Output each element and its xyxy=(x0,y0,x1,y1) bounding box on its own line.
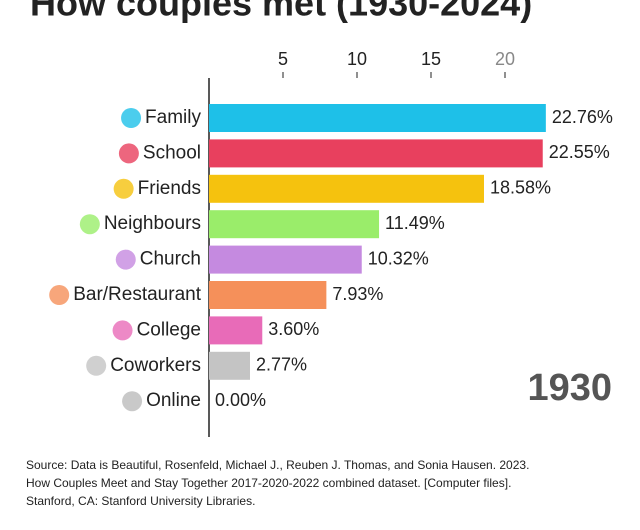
bar xyxy=(209,104,546,132)
category-label: Family xyxy=(145,107,201,128)
bar xyxy=(209,316,263,345)
category-label: Friends xyxy=(138,178,201,199)
category-icon xyxy=(113,178,134,199)
x-tick-label: 10 xyxy=(347,49,367,69)
bar xyxy=(209,139,543,168)
category-label: Coworkers xyxy=(110,355,201,376)
category-icon xyxy=(49,285,70,305)
source-text: How Couples Meet and Stay Together 2017-… xyxy=(26,476,511,490)
x-tick-label: 5 xyxy=(278,49,288,69)
category-label: Neighbours xyxy=(104,213,201,234)
value-label: 2.77% xyxy=(256,355,307,375)
category-icon xyxy=(121,108,142,128)
x-tick-label: 20 xyxy=(495,49,515,69)
bar xyxy=(209,245,362,274)
category-label: Online xyxy=(146,390,201,411)
category-icon xyxy=(86,355,107,376)
value-label: 3.60% xyxy=(268,319,319,339)
bar xyxy=(209,351,250,380)
category-icon xyxy=(115,249,136,270)
category-icon xyxy=(122,391,143,412)
category-icon xyxy=(112,320,133,341)
value-label: 11.49% xyxy=(385,213,445,233)
category-label: Bar/Restaurant xyxy=(73,284,202,305)
value-label: 7.93% xyxy=(332,284,383,304)
value-label: 22.55% xyxy=(549,142,610,162)
category-icon xyxy=(79,214,100,235)
source-text: Stanford, CA: Stanford University Librar… xyxy=(26,494,255,508)
value-label: 18.58% xyxy=(490,178,551,198)
value-label: 10.32% xyxy=(368,248,429,268)
chart-title: How couples met (1930-2024) xyxy=(30,0,532,24)
category-label: School xyxy=(143,142,201,163)
bar xyxy=(209,281,327,309)
year-label: 1930 xyxy=(527,367,612,409)
category-label: College xyxy=(137,319,201,340)
source-text: Source: Data is Beautiful, Rosenfeld, Mi… xyxy=(26,458,529,472)
bar xyxy=(209,174,484,203)
category-icon xyxy=(118,143,139,164)
x-tick-label: 15 xyxy=(421,49,441,69)
bar xyxy=(209,210,380,239)
value-label: 22.76% xyxy=(552,107,613,127)
value-label: 0.00% xyxy=(215,390,266,410)
category-label: Church xyxy=(140,249,201,270)
